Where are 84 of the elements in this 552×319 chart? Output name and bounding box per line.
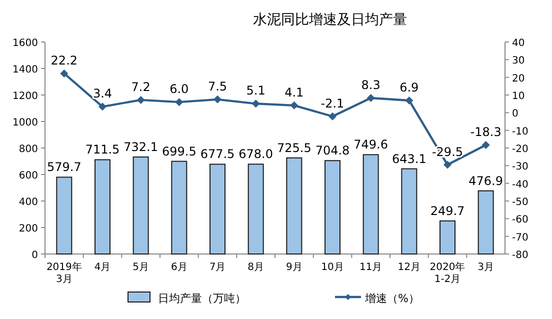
x-tick-label: 3月: [478, 262, 494, 273]
data-label: 732.1: [124, 140, 158, 154]
data-label: -2.1: [320, 96, 344, 110]
data-label: 677.5: [200, 147, 235, 162]
y2-tick-label: 10: [512, 91, 525, 102]
x-tick-label: 2019年 3月: [46, 261, 82, 285]
y2-tick-label: -50: [512, 197, 528, 208]
data-label: 725.5: [276, 140, 312, 155]
data-label: 249.7: [430, 204, 465, 218]
y-tick-label: 0: [32, 250, 38, 261]
data-label: 6.0: [170, 82, 189, 96]
data-label: 704.8: [315, 144, 350, 158]
point: [444, 160, 452, 169]
y2-tick-label: -30: [512, 162, 528, 173]
data-label: 5.1: [246, 84, 266, 98]
data-label: 678.0: [238, 147, 274, 162]
y-tick-label: 800: [18, 144, 38, 155]
point: [175, 98, 184, 106]
chart-title: 水泥同比增速及日均产量: [253, 12, 407, 28]
point: [252, 100, 260, 108]
x-tick-label: 7月: [209, 262, 226, 273]
bar: [362, 154, 379, 254]
x-tick-label: 9月: [286, 262, 302, 273]
bar: [440, 220, 456, 254]
data-label: 476.9: [468, 174, 504, 188]
y-tick-label: 600: [18, 170, 38, 182]
y-tick-label: 1000: [12, 118, 38, 128]
point: [98, 102, 106, 111]
data-label: 8.3: [361, 78, 380, 92]
data-label: 7.2: [131, 80, 150, 94]
legend-label: 日均产量（万吨）: [158, 292, 246, 305]
bar: [171, 160, 188, 254]
bar: [286, 157, 302, 254]
bar: [478, 190, 494, 254]
y-tick-label: 400: [18, 197, 38, 208]
data-label: 699.5: [162, 144, 196, 158]
data-label: 22.2: [50, 53, 78, 68]
bar: [94, 159, 110, 254]
point: [328, 112, 336, 120]
y2-tick-label: -20: [512, 144, 528, 155]
bar: [248, 164, 264, 254]
legend-label: 增速（%）: [364, 292, 420, 305]
y-tick-label: 1600: [12, 38, 38, 49]
point: [290, 101, 298, 110]
x-tick-label: 12月: [398, 262, 421, 273]
bar: [56, 176, 72, 254]
data-label: 749.6: [354, 138, 388, 152]
x-tick-label: 4月: [94, 262, 111, 273]
data-label: 711.5: [85, 142, 120, 157]
y2-tick-label: 40: [512, 38, 525, 49]
y2-tick-label: 0: [512, 108, 518, 120]
point: [136, 96, 145, 104]
y2-tick-label: -70: [512, 232, 528, 244]
point: [214, 95, 222, 104]
y2-tick-label: -40: [512, 179, 528, 190]
data-label: 3.4: [92, 86, 112, 101]
y2-tick-label: -10: [512, 126, 528, 138]
data-label: 4.1: [284, 85, 304, 100]
x-tick-label: 11月: [359, 262, 382, 273]
bar: [324, 160, 340, 254]
x-tick-label: 5月: [132, 262, 150, 273]
x-tick-label: 6月: [170, 262, 188, 273]
bar: [210, 164, 226, 254]
point: [405, 96, 414, 104]
data-label: -18.3: [470, 124, 502, 139]
y2-tick-label: -60: [512, 214, 528, 226]
y-tick-label: 1400: [12, 64, 38, 76]
bar: [132, 156, 149, 254]
data-label: 6.9: [400, 80, 419, 94]
x-tick-label: 2020年 1-2月: [430, 261, 466, 285]
y-tick-label: 200: [18, 224, 38, 234]
point: [366, 94, 375, 102]
y-tick-label: 1200: [12, 91, 38, 102]
bar: [401, 168, 418, 254]
data-label: 643.1: [392, 152, 426, 166]
data-label: 7.5: [208, 79, 228, 94]
point: [60, 69, 68, 78]
point: [482, 140, 490, 149]
y2-tick-label: -80: [512, 250, 528, 261]
x-tick-label: 10月: [321, 262, 344, 273]
y2-tick-label: 20: [512, 73, 525, 84]
y2-tick-label: 30: [512, 56, 525, 67]
x-tick-label: 8月: [248, 262, 264, 273]
data-label: 579.7: [46, 160, 82, 174]
